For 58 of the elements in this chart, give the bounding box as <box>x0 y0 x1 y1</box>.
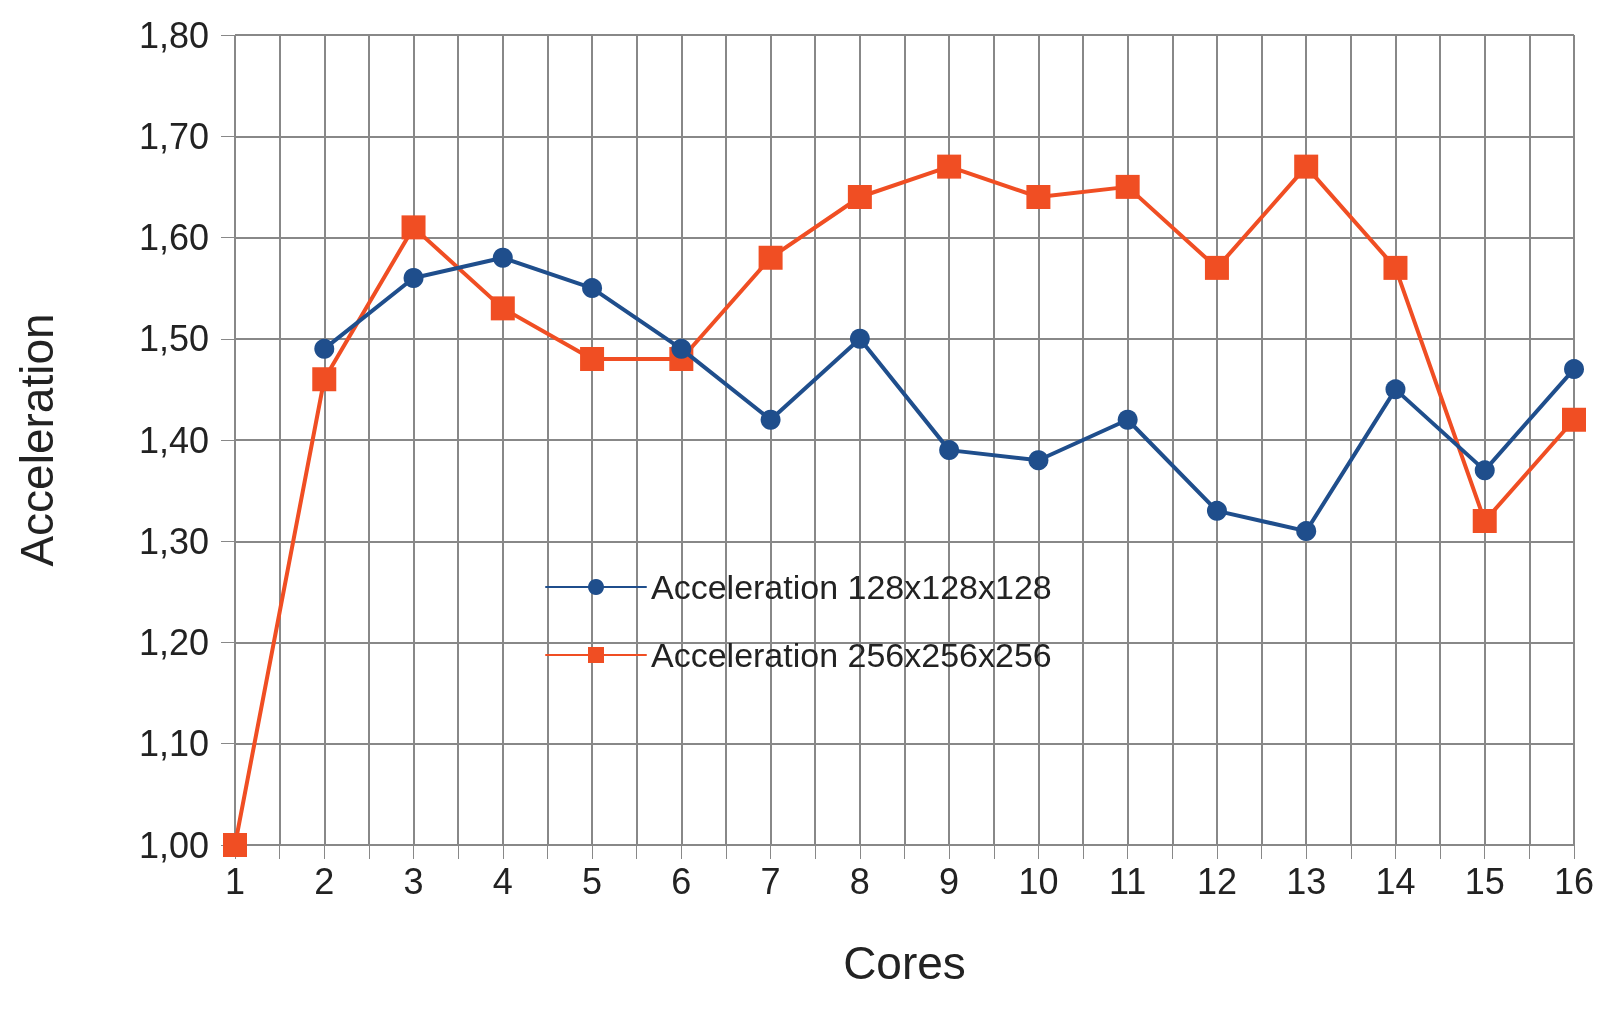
y-tick-label: 1,60 <box>138 217 209 258</box>
point <box>1028 450 1049 471</box>
x-tick-label: 5 <box>582 860 603 902</box>
point <box>582 278 603 299</box>
y-tick-label: 1,20 <box>138 622 209 663</box>
point <box>580 347 605 371</box>
x-tick-label: 3 <box>403 860 424 902</box>
point <box>401 215 426 240</box>
y-tick-label: 1,40 <box>138 419 209 461</box>
point <box>939 440 960 461</box>
point <box>1472 509 1497 533</box>
y-tick-label: 1,00 <box>138 824 209 866</box>
point <box>758 245 783 270</box>
x-tick-label: 13 <box>1286 860 1327 902</box>
x-tick-label: 9 <box>939 860 960 902</box>
point <box>1564 359 1584 380</box>
y-tick-label: 1,80 <box>138 14 209 56</box>
point <box>847 185 872 209</box>
x-tick-label: 2 <box>314 860 335 902</box>
point <box>1117 409 1138 430</box>
x-tick-label: 15 <box>1464 860 1505 902</box>
legend-label: Acceleration 256x256x256 <box>651 636 1052 674</box>
point <box>490 296 515 321</box>
x-tick-label: 16 <box>1553 860 1595 902</box>
point <box>1204 255 1229 280</box>
point <box>1385 379 1406 400</box>
point <box>1206 500 1227 521</box>
point <box>1294 154 1319 179</box>
point <box>492 247 513 268</box>
x-tick-label: 12 <box>1196 860 1237 902</box>
x-tick-label: 1 <box>224 860 246 902</box>
point <box>1115 174 1140 199</box>
y-axis-title: Acceleration <box>11 313 63 567</box>
x-axis-title: Cores <box>843 937 966 989</box>
point <box>760 409 781 430</box>
y-tick-label: 1,10 <box>138 723 209 765</box>
x-tick-label: 4 <box>492 860 513 902</box>
legend-label: Acceleration 128x128x128 <box>651 568 1052 606</box>
x-tick-label: 6 <box>671 860 692 902</box>
y-tick-label: 1,30 <box>138 520 209 562</box>
point <box>314 338 335 359</box>
x-tick-label: 14 <box>1375 860 1416 902</box>
x-tick-label: 8 <box>849 860 870 902</box>
point <box>1383 255 1408 280</box>
point <box>1562 407 1586 432</box>
point <box>937 154 962 179</box>
point <box>312 367 337 392</box>
point <box>849 328 870 349</box>
x-tick-label: 11 <box>1108 860 1147 902</box>
point <box>403 268 424 288</box>
y-tick-label: 1,70 <box>138 115 209 157</box>
x-tick-label: 7 <box>760 860 781 902</box>
point <box>1296 521 1317 542</box>
point <box>1026 185 1051 209</box>
y-tick-label: 1,50 <box>138 318 209 360</box>
point <box>1474 460 1495 481</box>
point <box>671 338 692 359</box>
x-tick-label: 10 <box>1018 860 1059 902</box>
